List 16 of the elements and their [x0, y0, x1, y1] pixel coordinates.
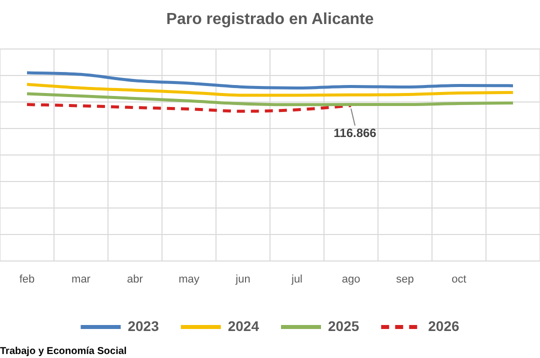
- x-tick-label: may: [178, 273, 200, 286]
- x-tick-label: sep: [396, 273, 414, 286]
- x-tick-label: oct: [452, 273, 466, 286]
- x-tick-label: mar: [72, 273, 91, 286]
- legend-label: 2024: [228, 318, 260, 334]
- legend-label: 2025: [328, 318, 360, 334]
- x-tick-label: jul: [290, 273, 303, 286]
- legend-label: 2026: [428, 318, 460, 334]
- x-tick-label: abr: [127, 273, 144, 286]
- legend-label: 2023: [128, 318, 160, 334]
- chart-title: Paro registrado en Alicante: [166, 11, 374, 28]
- x-tick-label: feb: [19, 273, 35, 286]
- text: Trabajo y Economía Social: [0, 346, 127, 357]
- x-tick-label: ago: [342, 273, 360, 286]
- annotation: 116.866: [334, 126, 377, 140]
- x-tick-label: jun: [234, 273, 250, 286]
